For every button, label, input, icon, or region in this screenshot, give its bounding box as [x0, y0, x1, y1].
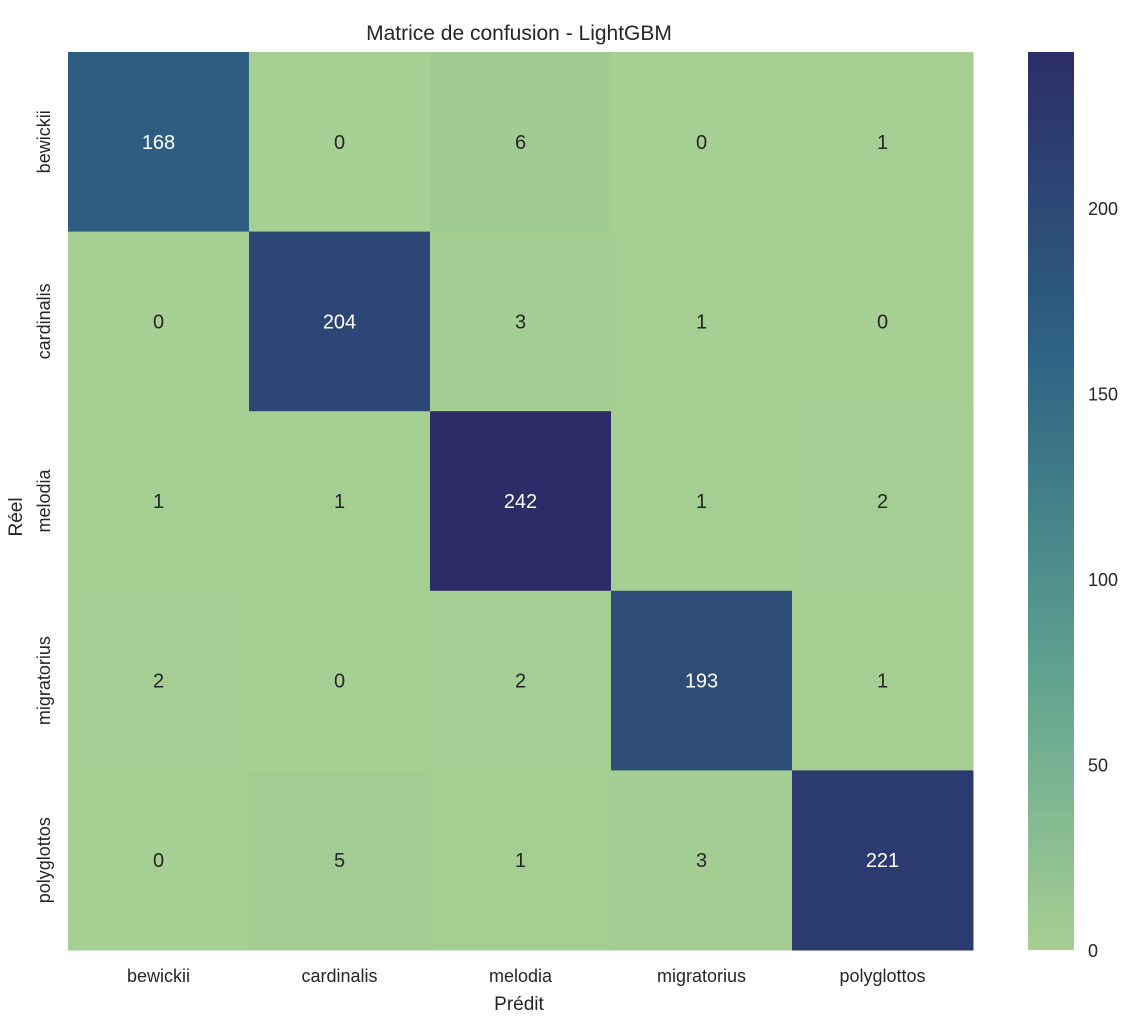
- cell-value-label: 1: [334, 491, 345, 513]
- heatmap-cell: [611, 590, 793, 771]
- y-tick-label: polyglottos: [34, 817, 54, 903]
- cell-value-label: 2: [877, 491, 888, 513]
- heatmap-cell: [249, 590, 431, 771]
- heatmap-cell: [249, 411, 431, 592]
- heatmap-cell: [68, 590, 250, 771]
- cell-value-label: 1: [696, 311, 707, 333]
- heatmap-cell: [792, 411, 974, 592]
- y-tick-label: migratorius: [34, 636, 54, 725]
- cell-value-label: 3: [696, 850, 707, 872]
- chart-title: Matrice de confusion - LightGBM: [366, 22, 672, 45]
- y-tick-labels: bewickii cardinalis melodia migratorius poly…: [34, 110, 54, 903]
- cell-value-label: 0: [334, 671, 345, 693]
- cell-value-label: 2: [153, 671, 164, 693]
- heatmap-cell: [249, 231, 431, 412]
- cell-value-label: 3: [515, 311, 526, 333]
- heatmap-cells: [68, 52, 974, 951]
- cell-value-label: 168: [142, 132, 175, 154]
- heatmap-cell: [249, 52, 431, 233]
- x-axis-label: Prédit: [494, 994, 544, 1015]
- heatmap-cell: [611, 411, 793, 592]
- colorbar: [1028, 52, 1074, 950]
- heatmap-cell: [68, 770, 250, 951]
- colorbar-tick-labels: 0 50 100 150 200: [1088, 199, 1118, 961]
- heatmap-cell: [249, 770, 431, 951]
- x-tick-label: bewickii: [127, 966, 190, 986]
- cell-value-label: 2: [515, 671, 526, 693]
- cell-value-label: 0: [153, 850, 164, 872]
- colorbar-tick-label: 200: [1088, 199, 1118, 219]
- heatmap-cell-labels: 168 0 6 0 1 0 204 3 1 0 1 1 242 1 2 2 0 2 193 1 0 5 1 3 221: [142, 132, 899, 872]
- cell-value-label: 1: [877, 132, 888, 154]
- y-axis-label: Réel: [6, 497, 27, 536]
- cell-value-label: 0: [877, 311, 888, 333]
- heatmap-cell: [430, 52, 612, 233]
- cell-value-label: 193: [685, 671, 718, 693]
- heatmap-cell: [430, 231, 612, 412]
- heatmap-cell: [611, 231, 793, 412]
- heatmap-cell: [792, 52, 974, 233]
- cell-value-label: 242: [504, 491, 537, 513]
- colorbar-tick-label: 50: [1088, 755, 1108, 775]
- heatmap-cell: [430, 411, 612, 592]
- x-tick-label: cardinalis: [301, 966, 377, 986]
- heatmap-cell: [611, 52, 793, 233]
- cell-value-label: 0: [696, 132, 707, 154]
- heatmap-cell: [792, 590, 974, 771]
- cell-value-label: 204: [323, 311, 356, 333]
- heatmap-cell: [68, 52, 250, 233]
- y-tick-label: bewickii: [34, 110, 54, 173]
- cell-value-label: 1: [515, 850, 526, 872]
- y-tick-label: melodia: [34, 468, 54, 532]
- cell-value-label: 1: [877, 671, 888, 693]
- cell-value-label: 6: [515, 132, 526, 154]
- x-tick-label: polyglottos: [839, 966, 925, 986]
- cell-value-label: 5: [334, 850, 345, 872]
- x-tick-labels: bewickii cardinalis melodia migratorius poly…: [127, 966, 926, 986]
- heatmap-cell: [792, 231, 974, 412]
- colorbar-tick-label: 0: [1088, 941, 1098, 961]
- heatmap-cell: [68, 411, 250, 592]
- cell-value-label: 0: [334, 132, 345, 154]
- heatmap-cell: [68, 231, 250, 412]
- y-tick-label: cardinalis: [34, 283, 54, 359]
- x-tick-label: melodia: [489, 966, 553, 986]
- x-tick-label: migratorius: [657, 966, 746, 986]
- colorbar-tick-label: 150: [1088, 384, 1118, 404]
- heatmap-cell: [611, 770, 793, 951]
- heatmap-cell: [792, 770, 974, 951]
- colorbar-tick-label: 100: [1088, 570, 1118, 590]
- heatmap-cell: [430, 770, 612, 951]
- cell-value-label: 221: [866, 850, 899, 872]
- cell-value-label: 1: [696, 491, 707, 513]
- heatmap-cell: [430, 590, 612, 771]
- cell-value-label: 1: [153, 491, 164, 513]
- cell-value-label: 0: [153, 311, 164, 333]
